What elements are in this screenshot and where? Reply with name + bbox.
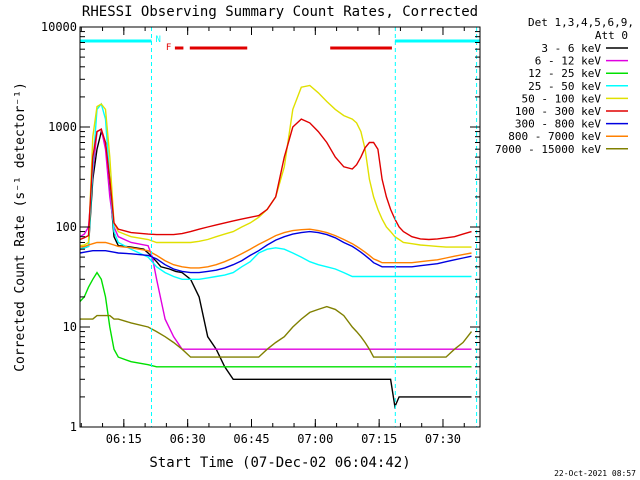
axis-layer: 1 10 100 1000 10000 06:15 06:30 06:45 07:00 07:15…: [41, 20, 480, 446]
y-axis-label: Corrected Count Rate (s⁻¹ detector⁻¹): [13, 82, 28, 372]
x-tick-label-6: 07:30: [425, 432, 461, 446]
series-line-6: [79, 118, 472, 241]
series-line-7: [79, 230, 472, 274]
y-tick-label-1: 1: [70, 420, 77, 434]
legend-label-1: 3 - 6 keV: [541, 42, 601, 55]
timestamp: 22-Oct-2021 08:57: [554, 469, 636, 478]
x-tick-label-4: 07:00: [297, 432, 333, 446]
series-line-9: [80, 305, 473, 358]
series-line-4: [79, 102, 472, 280]
legend-label-8: 800 - 7000 keV: [508, 130, 601, 143]
y-tick-label-5: 10000: [41, 20, 77, 34]
legend-label-6: 100 - 300 keV: [515, 105, 601, 118]
legend-label-3: 12 - 25 keV: [528, 67, 601, 80]
legend-attenuator-label: Att 0: [595, 29, 628, 42]
night-flag-label: N: [155, 35, 160, 45]
chart-title: RHESSI Observing Summary Count Rates, Co…: [82, 4, 478, 20]
legend-label-5: 50 - 100 keV: [522, 92, 602, 105]
x-tick-label-2: 06:30: [170, 432, 206, 446]
series-layer: [79, 84, 473, 410]
y-tick-label-4: 1000: [48, 120, 77, 134]
series-line-1: [79, 129, 472, 410]
series-line-5: [79, 84, 472, 248]
legend-label-7: 300 - 800 keV: [515, 118, 601, 131]
legend-label-4: 25 - 50 keV: [528, 80, 601, 93]
series-line-3: [79, 271, 472, 368]
y-tick-label-2: 10: [63, 320, 77, 334]
series-line-2: [79, 128, 472, 350]
y-tick-label-3: 100: [55, 220, 77, 234]
x-tick-label-3: 06:45: [233, 432, 269, 446]
x-tick-label-1: 06:15: [106, 432, 142, 446]
x-axis-label: Start Time (07-Dec-02 06:04:42): [149, 455, 410, 471]
x-tick-label-5: 07:15: [361, 432, 397, 446]
legend-label-2: 6 - 12 keV: [535, 55, 602, 68]
flare-flag-label: F: [166, 43, 171, 53]
legend-detectors-label: Det 1,3,4,5,6,9,: [528, 16, 634, 29]
series-line-8: [79, 228, 472, 269]
legend-label-9: 7000 - 15000 keV: [495, 143, 601, 156]
